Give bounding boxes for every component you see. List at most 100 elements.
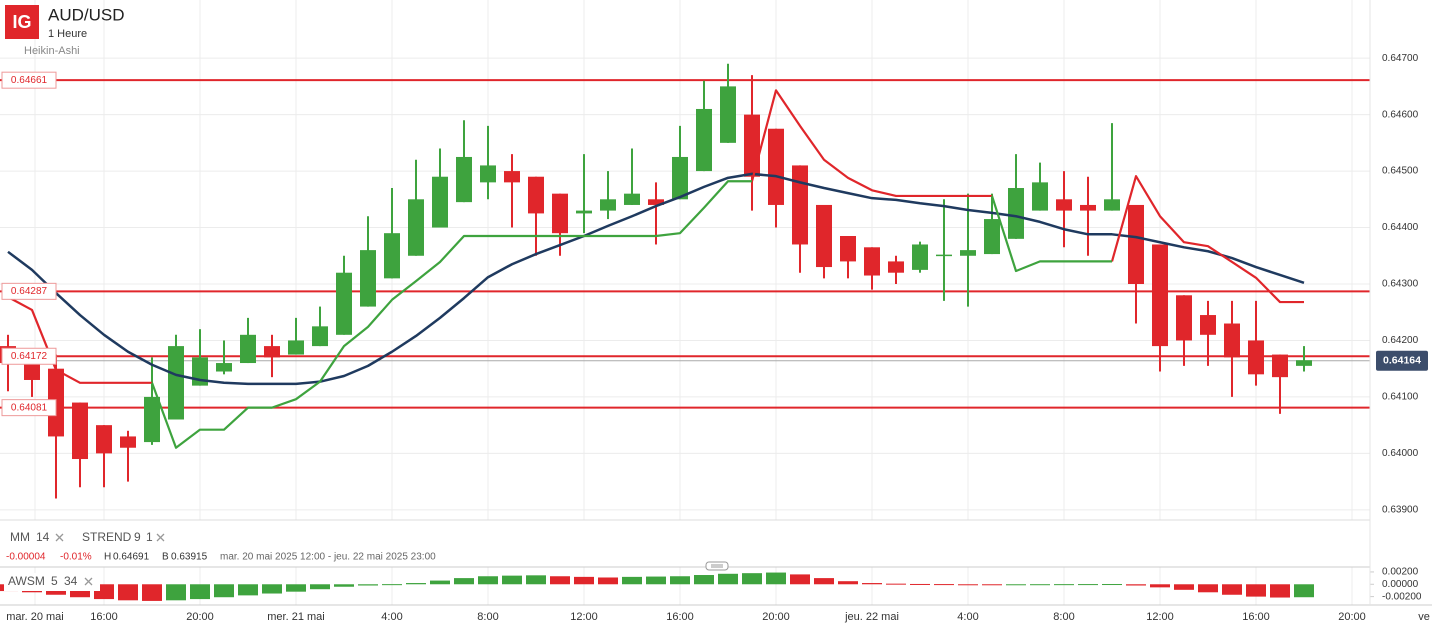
oscillator-bar — [1197, 584, 1218, 593]
oscillator-bar — [405, 583, 426, 585]
candle-body — [911, 244, 928, 270]
oscillator-bar — [309, 584, 330, 590]
oscillator-bar — [693, 575, 714, 585]
indicator-line — [7, 296, 152, 384]
candle-body — [119, 436, 136, 448]
oscillator-bar — [549, 576, 570, 585]
oscillator-bar — [621, 576, 642, 585]
candle-body — [1031, 182, 1048, 211]
candle-body — [527, 176, 544, 214]
candle-body — [983, 219, 1000, 255]
candle-body — [1296, 360, 1312, 366]
oscillator-bar — [861, 583, 882, 585]
high-label: H — [104, 552, 111, 563]
candle-body — [287, 340, 304, 355]
oscillator-bar — [837, 581, 858, 585]
y-tick-label: 0.64100 — [1382, 392, 1419, 403]
candle-body — [1055, 199, 1072, 211]
oscillator-bar — [885, 583, 906, 585]
oscillator-bar — [1270, 584, 1290, 598]
x-tick-label: 20:00 — [762, 611, 790, 623]
oscillator-bar — [1245, 584, 1266, 597]
remove-indicator[interactable] — [156, 533, 165, 542]
candle-body — [695, 108, 712, 172]
oscillator-bar — [1101, 584, 1122, 586]
level-label: 0.64287 — [11, 286, 48, 297]
oscillator-bar — [213, 584, 234, 598]
oscillator-bar — [501, 575, 522, 585]
level-label-box — [1, 347, 57, 365]
indicator-name: MM — [10, 530, 30, 544]
x-tick-label: mar. 20 mai — [6, 611, 63, 623]
interval: 1 Heure — [48, 28, 87, 40]
oscillator-bar — [237, 584, 258, 596]
y-tick-label: 0.64700 — [1382, 53, 1419, 64]
candle-body — [815, 204, 832, 268]
oscillator-bar — [957, 584, 978, 586]
level-label: 0.64081 — [11, 402, 48, 413]
level-label-box — [1, 71, 57, 89]
indicator-line — [990, 195, 1112, 273]
current-price-badge — [1376, 350, 1428, 371]
oscillator-bar — [933, 584, 954, 586]
panel-resize-handle[interactable] — [705, 561, 729, 571]
x-tick-label: 16:00 — [666, 611, 694, 623]
oscillator-bar — [165, 584, 186, 601]
candle-body — [167, 346, 184, 420]
y-tick-label: 0.00200 — [1382, 567, 1419, 578]
y-tick-label: 0.64300 — [1382, 279, 1419, 290]
x-tick-label: 16:00 — [90, 611, 118, 623]
oscillator-bar — [525, 575, 546, 585]
candle-body — [71, 402, 88, 460]
oscillator-bar — [981, 584, 1002, 586]
oscillator-bar — [429, 580, 450, 585]
oscillator-bar — [597, 577, 618, 585]
remove-indicator[interactable] — [84, 577, 93, 586]
candle-body — [215, 363, 232, 372]
candle-body — [623, 193, 640, 205]
candle-body — [863, 247, 880, 276]
candle-body — [359, 250, 376, 307]
overlay: 0.64661 0.64287 0.64172 0.64081 0.64164 — [1, 71, 1428, 417]
oscillator-bar — [1053, 584, 1074, 586]
candle-body — [1199, 315, 1216, 335]
oscillator-bar — [909, 583, 930, 585]
candle-body — [95, 425, 112, 454]
x-tick-label: 4:00 — [381, 611, 402, 623]
candle-body — [839, 236, 856, 262]
candle-body — [1151, 244, 1168, 347]
candle-body — [575, 210, 592, 214]
oscillator-bar — [1125, 584, 1146, 586]
oscillator-name: AWSM — [8, 574, 45, 588]
level-label-box — [1, 282, 57, 300]
y-tick-label: 0.64500 — [1382, 166, 1419, 177]
x-tick-label: 8:00 — [1053, 611, 1074, 623]
candle-body — [1247, 340, 1264, 375]
oscillator-param: 5 — [51, 574, 58, 588]
y-tick-label: 0.00000 — [1382, 579, 1419, 590]
candle-body — [1175, 295, 1192, 341]
oscillator-bar — [117, 584, 138, 601]
remove-indicator[interactable] — [55, 533, 64, 542]
logo-text: IG — [12, 12, 31, 32]
level-label: 0.64172 — [11, 351, 48, 362]
candle-body — [743, 114, 760, 177]
candle-body — [1103, 199, 1120, 211]
oscillator-bar — [477, 576, 498, 585]
oscillator-bar — [1077, 584, 1098, 586]
candle-body — [671, 156, 688, 200]
oscillator-bar — [453, 578, 474, 585]
y-tick-label: 0.64200 — [1382, 335, 1419, 346]
oscillator-bar — [1294, 584, 1314, 598]
oscillator-bar — [1173, 584, 1194, 590]
oscillator-bar — [381, 584, 402, 586]
x-tick-label: mer. 21 mai — [267, 611, 324, 623]
indicator-param: 14 — [36, 530, 50, 544]
symbol: AUD/USD — [48, 5, 125, 24]
candle-body — [503, 171, 520, 183]
oscillator-bar — [1029, 584, 1050, 586]
oscillator-legend-bg — [4, 573, 100, 591]
oscillator-bar — [1221, 584, 1242, 595]
